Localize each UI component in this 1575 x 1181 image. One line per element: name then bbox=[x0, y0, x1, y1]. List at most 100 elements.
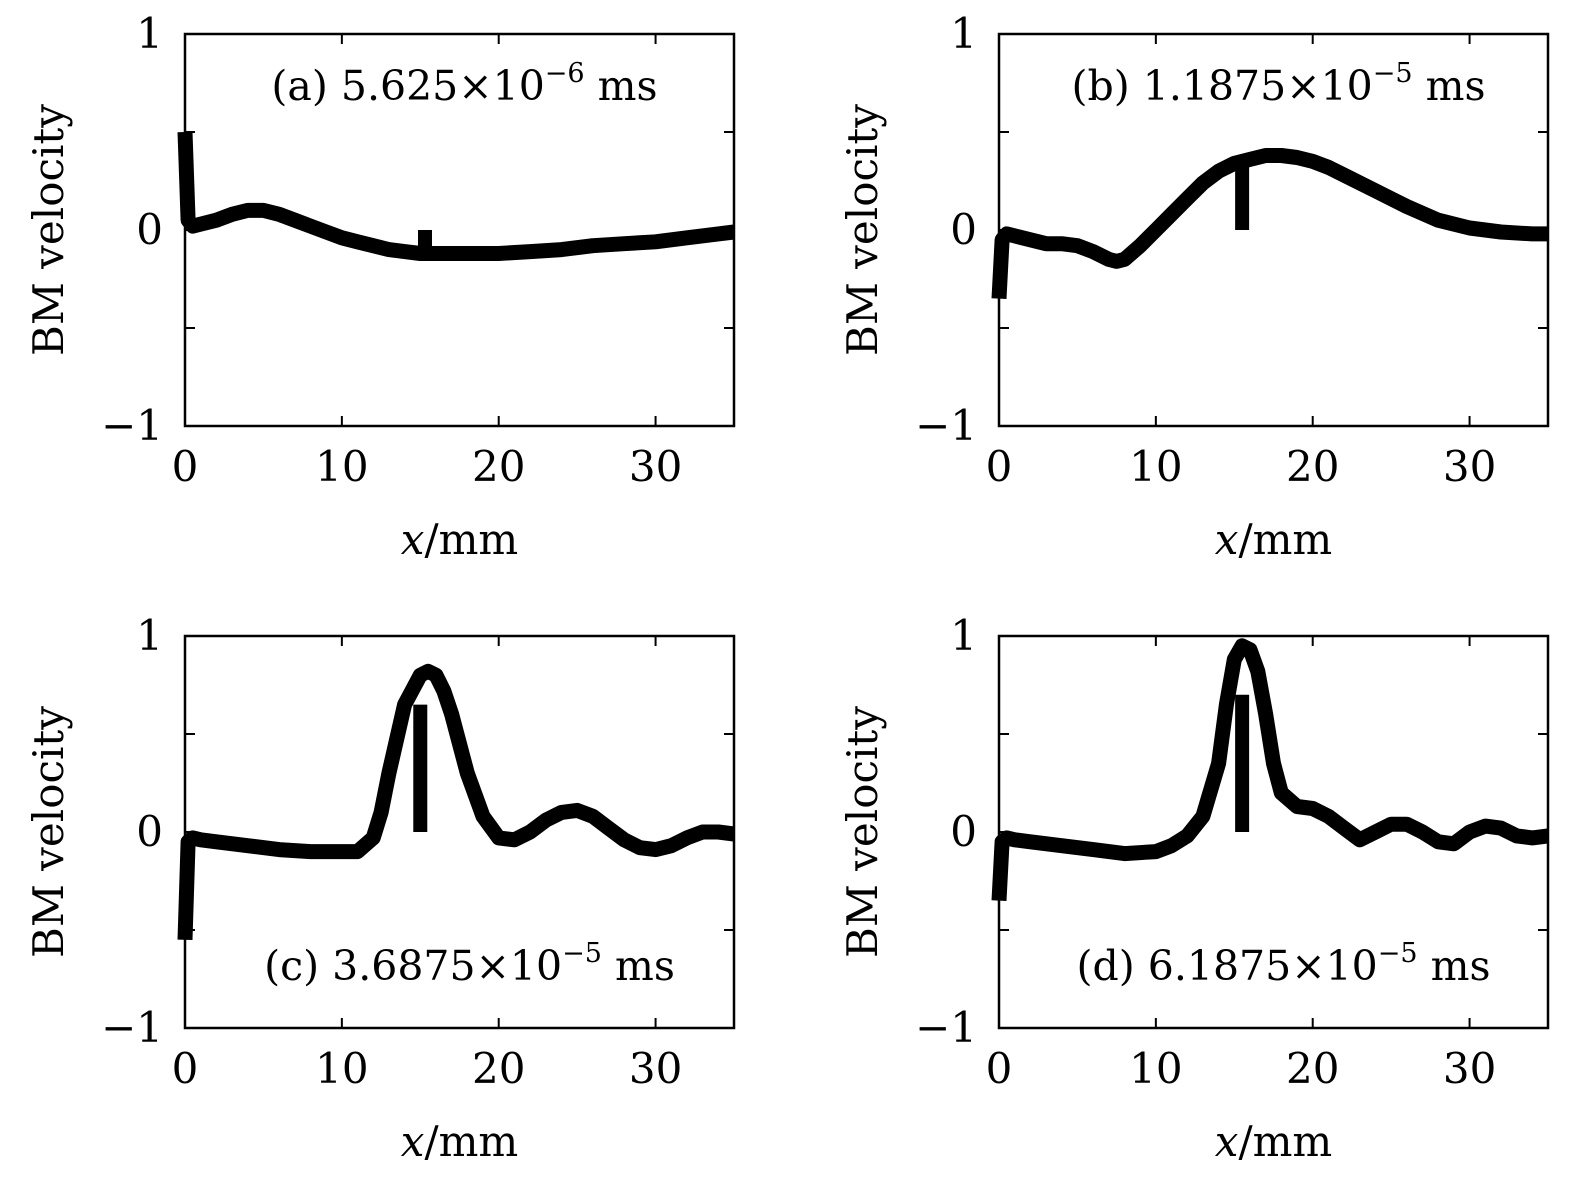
x-axis-unit: /mm bbox=[424, 1117, 518, 1166]
data-point bbox=[404, 251, 406, 253]
data-point bbox=[404, 704, 406, 706]
x-axis-unit: /mm bbox=[1238, 1117, 1332, 1166]
y-tick-label: −1 bbox=[915, 1003, 977, 1052]
x-tick-label: 10 bbox=[315, 1044, 368, 1093]
data-point bbox=[372, 245, 374, 247]
data-point bbox=[427, 670, 429, 672]
data-point bbox=[545, 819, 547, 821]
data-point bbox=[419, 674, 421, 676]
data-point bbox=[1218, 762, 1220, 764]
data-point bbox=[357, 241, 359, 243]
data-point bbox=[1186, 835, 1188, 837]
data-point bbox=[1014, 235, 1016, 237]
data-point bbox=[1001, 239, 1003, 241]
x-axis-title: x/mm bbox=[401, 1117, 519, 1166]
data-point bbox=[1076, 245, 1078, 247]
data-point bbox=[733, 231, 735, 233]
x-tick-label: 20 bbox=[1286, 1044, 1339, 1093]
data-point bbox=[1374, 831, 1376, 833]
x-axis-title: x/mm bbox=[1215, 515, 1333, 564]
data-point bbox=[733, 833, 735, 835]
data-point bbox=[608, 827, 610, 829]
data-point bbox=[560, 811, 562, 813]
data-point bbox=[1265, 155, 1267, 157]
data-point bbox=[1014, 839, 1016, 841]
data-point bbox=[1531, 233, 1533, 235]
data-point bbox=[1500, 827, 1502, 829]
data-point bbox=[341, 237, 343, 239]
x-tick-label: 10 bbox=[315, 442, 368, 491]
data-point bbox=[1296, 156, 1298, 158]
data-point bbox=[592, 815, 594, 817]
data-point bbox=[1155, 851, 1157, 853]
x-tick-label: 0 bbox=[172, 1044, 199, 1093]
data-point bbox=[1139, 245, 1141, 247]
data-point bbox=[1108, 258, 1110, 260]
data-point bbox=[1092, 849, 1094, 851]
data-point bbox=[1390, 823, 1392, 825]
data-point bbox=[1273, 762, 1274, 764]
data-point bbox=[1469, 831, 1471, 833]
data-point bbox=[1327, 815, 1329, 817]
data-point bbox=[670, 845, 672, 847]
data-point bbox=[388, 249, 390, 251]
y-tick-label: −1 bbox=[915, 401, 977, 450]
annotation-exponent: −6 bbox=[545, 58, 585, 89]
data-point bbox=[1123, 258, 1125, 260]
data-point bbox=[1155, 229, 1157, 231]
data-point bbox=[1484, 825, 1486, 827]
data-point bbox=[247, 845, 249, 847]
data-point bbox=[380, 811, 382, 813]
data-point bbox=[498, 253, 500, 255]
data-point bbox=[215, 841, 217, 843]
data-point bbox=[247, 209, 249, 211]
x-tick-label: 0 bbox=[986, 1044, 1013, 1093]
data-point bbox=[1061, 243, 1063, 245]
data-point bbox=[1406, 823, 1408, 825]
data-point bbox=[1500, 231, 1502, 233]
data-point bbox=[341, 851, 343, 853]
data-point bbox=[184, 131, 186, 133]
data-point bbox=[294, 219, 296, 221]
data-point bbox=[1469, 227, 1471, 229]
x-axis-unit: /mm bbox=[1238, 515, 1332, 564]
y-tick-label: −1 bbox=[101, 401, 163, 450]
data-point bbox=[466, 772, 468, 774]
y-axis-title: BM velocity bbox=[838, 706, 887, 958]
data-point bbox=[1123, 853, 1125, 855]
data-point bbox=[1116, 260, 1118, 262]
data-point bbox=[998, 298, 1000, 300]
data-point bbox=[498, 837, 500, 839]
data-point bbox=[717, 831, 719, 833]
series-line bbox=[991, 638, 1549, 901]
x-tick-label: 10 bbox=[1129, 1044, 1182, 1093]
data-point bbox=[192, 837, 194, 839]
x-tick-label: 20 bbox=[1286, 442, 1339, 491]
data-point bbox=[1186, 198, 1188, 200]
data-point bbox=[1312, 160, 1314, 162]
data-point bbox=[1437, 841, 1439, 843]
x-axis-variable: x bbox=[401, 1117, 425, 1166]
data-point bbox=[1359, 839, 1361, 841]
data-point bbox=[1029, 239, 1031, 241]
data-point bbox=[325, 231, 327, 233]
data-point bbox=[1225, 704, 1227, 706]
panel-annotation: (d) 6.1875×10−5 ms bbox=[1076, 938, 1490, 990]
data-point bbox=[1312, 807, 1314, 809]
series-line bbox=[177, 663, 735, 941]
data-point bbox=[1280, 155, 1282, 157]
data-point bbox=[1249, 158, 1251, 160]
data-point bbox=[1061, 845, 1063, 847]
x-tick-label: 10 bbox=[1129, 442, 1182, 491]
x-tick-label: 30 bbox=[1443, 442, 1496, 491]
data-point bbox=[184, 939, 186, 941]
x-tick-label: 0 bbox=[172, 442, 199, 491]
series-line bbox=[177, 131, 735, 261]
data-point bbox=[1171, 845, 1173, 847]
annotation-main: (a) 5.625×10 bbox=[271, 62, 544, 110]
data-point bbox=[1406, 205, 1408, 207]
data-point bbox=[1547, 233, 1549, 235]
x-tick-label: 30 bbox=[1443, 1044, 1496, 1093]
data-point bbox=[1547, 835, 1549, 837]
